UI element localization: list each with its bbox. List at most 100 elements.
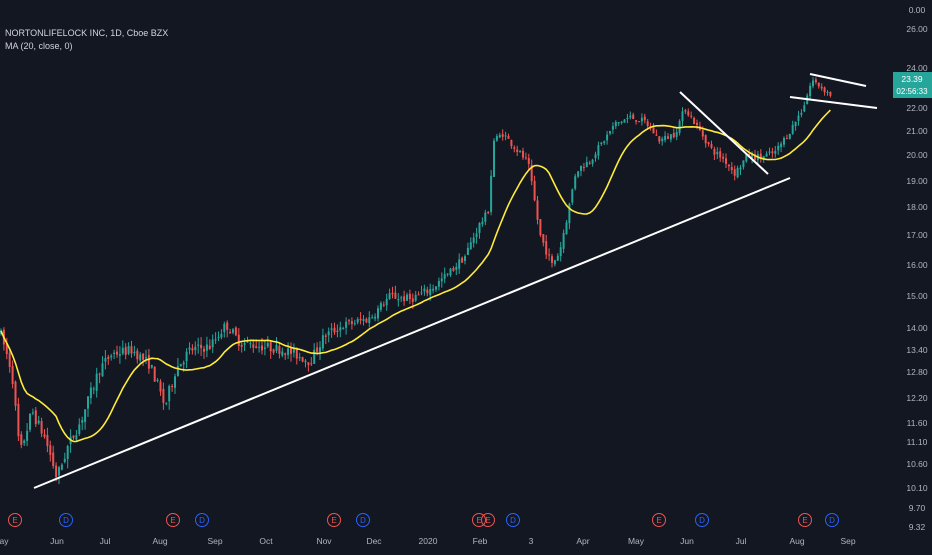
- y-tick-label: 12.20: [906, 393, 928, 403]
- candle: [81, 416, 84, 431]
- candle-body: [791, 124, 794, 134]
- candle: [226, 320, 229, 338]
- candle-body: [121, 347, 124, 354]
- candle-body: [150, 364, 153, 368]
- candle-body: [284, 353, 287, 355]
- candle: [278, 342, 281, 359]
- candle-body: [414, 294, 417, 301]
- candle-body: [420, 292, 423, 294]
- y-tick-label: 20.00: [906, 150, 928, 160]
- candle-body: [611, 126, 614, 130]
- candle-body: [55, 465, 58, 478]
- candle: [684, 108, 687, 115]
- candle-body: [229, 332, 232, 334]
- candle: [72, 435, 75, 440]
- candle: [617, 122, 620, 126]
- candle: [577, 171, 580, 178]
- candle: [759, 149, 762, 163]
- y-tick-label: 14.00: [906, 323, 928, 333]
- candle: [611, 122, 614, 134]
- candle-body: [594, 154, 597, 159]
- candle: [272, 348, 275, 355]
- candle: [26, 423, 29, 447]
- x-tick-label: 3: [529, 536, 534, 546]
- candle: [139, 352, 142, 363]
- candle: [417, 291, 420, 296]
- candle-body: [37, 420, 40, 424]
- candle: [232, 328, 234, 335]
- candle-body: [263, 347, 266, 349]
- candle: [156, 378, 159, 383]
- candle: [455, 262, 458, 275]
- candle: [147, 348, 150, 374]
- candle: [794, 121, 797, 131]
- candle: [580, 165, 582, 177]
- candle-body: [751, 153, 754, 158]
- candle: [179, 363, 182, 367]
- candle-body: [75, 435, 78, 440]
- candle-body: [498, 135, 501, 138]
- candle-body: [234, 327, 237, 336]
- earnings-badge: E: [166, 513, 180, 527]
- candle-body: [553, 260, 556, 265]
- candle: [275, 337, 278, 354]
- candle: [246, 336, 249, 343]
- candle-body: [597, 145, 600, 156]
- badge-circle: [481, 513, 495, 527]
- last-price-label: 23.39 02:56:33: [893, 72, 932, 98]
- candle: [60, 463, 63, 471]
- candle-body: [507, 136, 510, 139]
- candle: [423, 284, 426, 296]
- candle-body: [429, 289, 432, 295]
- candle: [159, 379, 162, 396]
- candle-body: [533, 180, 536, 201]
- candle: [211, 334, 214, 353]
- candle: [614, 120, 617, 129]
- x-axis: ay Jun Jul Aug Sep Oct Nov Dec 2020 Feb 3 Apr May Jun…: [0, 536, 856, 546]
- candle: [95, 367, 98, 398]
- candle-body: [84, 409, 87, 423]
- candle: [800, 109, 803, 118]
- candle-body: [374, 316, 377, 319]
- x-tick-label: Aug: [152, 536, 167, 546]
- candle-body: [379, 303, 382, 310]
- candle-body: [646, 121, 649, 127]
- candle: [197, 337, 200, 354]
- y-tick-label: 11.60: [907, 418, 928, 428]
- candle-body: [350, 321, 353, 325]
- candle: [292, 343, 295, 358]
- candle-body: [814, 79, 817, 83]
- badge-letter: E: [485, 516, 490, 525]
- candle: [609, 130, 611, 136]
- candle-body: [539, 219, 542, 236]
- candle: [669, 133, 672, 143]
- y-tick-label: 15.00: [906, 291, 928, 301]
- badge-letter: E: [476, 516, 481, 525]
- x-tick-label: Jul: [100, 536, 111, 546]
- candle: [716, 147, 719, 160]
- trendline: [809, 73, 867, 87]
- x-tick-label: Jul: [736, 536, 747, 546]
- candle-body: [92, 388, 95, 390]
- candle: [562, 229, 565, 254]
- trendline: [789, 96, 878, 109]
- candle-body: [174, 376, 176, 388]
- candle-body: [574, 176, 577, 189]
- candle: [40, 417, 43, 438]
- candle: [574, 173, 577, 191]
- candle: [478, 222, 481, 239]
- candle: [118, 346, 121, 364]
- candle: [536, 195, 539, 225]
- candle: [34, 407, 37, 427]
- candle-body: [272, 349, 275, 353]
- candle-body: [46, 434, 49, 447]
- candle-body: [116, 351, 118, 355]
- candle-body: [275, 344, 278, 351]
- candle: [174, 373, 176, 394]
- candle-body: [330, 328, 333, 331]
- candle-body: [606, 134, 609, 141]
- symbol-title: NORTONLIFELOCK INC, 1D, Cboe BZX: [5, 28, 169, 38]
- candle: [171, 383, 174, 392]
